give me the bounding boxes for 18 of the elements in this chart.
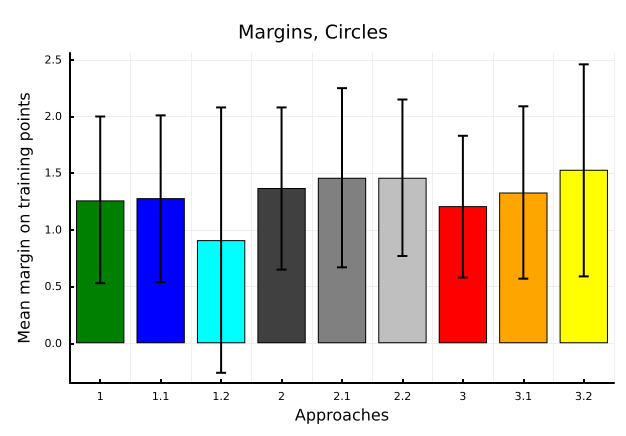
x-tick-label: 1.1 bbox=[152, 390, 170, 403]
y-tick-label: 2.5 bbox=[44, 53, 62, 66]
y-tick-label: 0.0 bbox=[44, 336, 62, 350]
x-tick-label: 2.1 bbox=[333, 390, 351, 403]
x-tick-label: 3 bbox=[459, 390, 466, 403]
x-tick-label: 2 bbox=[278, 390, 286, 403]
x-tick-label: 3.1 bbox=[514, 390, 532, 403]
chart-title: Margins, Circles bbox=[238, 22, 388, 44]
y-tick-label: 1.5 bbox=[44, 166, 62, 180]
y-tick-label: 0.5 bbox=[44, 280, 62, 294]
x-tick-label: 3.2 bbox=[575, 390, 593, 403]
y-tick-label: 2.0 bbox=[44, 110, 62, 124]
x-axis-title: Approaches bbox=[294, 406, 390, 424]
y-tick-label: 1.0 bbox=[44, 223, 62, 236]
x-tick-label: 1 bbox=[96, 390, 104, 403]
x-tick-label: 2.2 bbox=[394, 390, 412, 403]
x-tick-label: 1.2 bbox=[212, 390, 230, 403]
y-axis-title: Mean margin on training points bbox=[14, 92, 34, 344]
